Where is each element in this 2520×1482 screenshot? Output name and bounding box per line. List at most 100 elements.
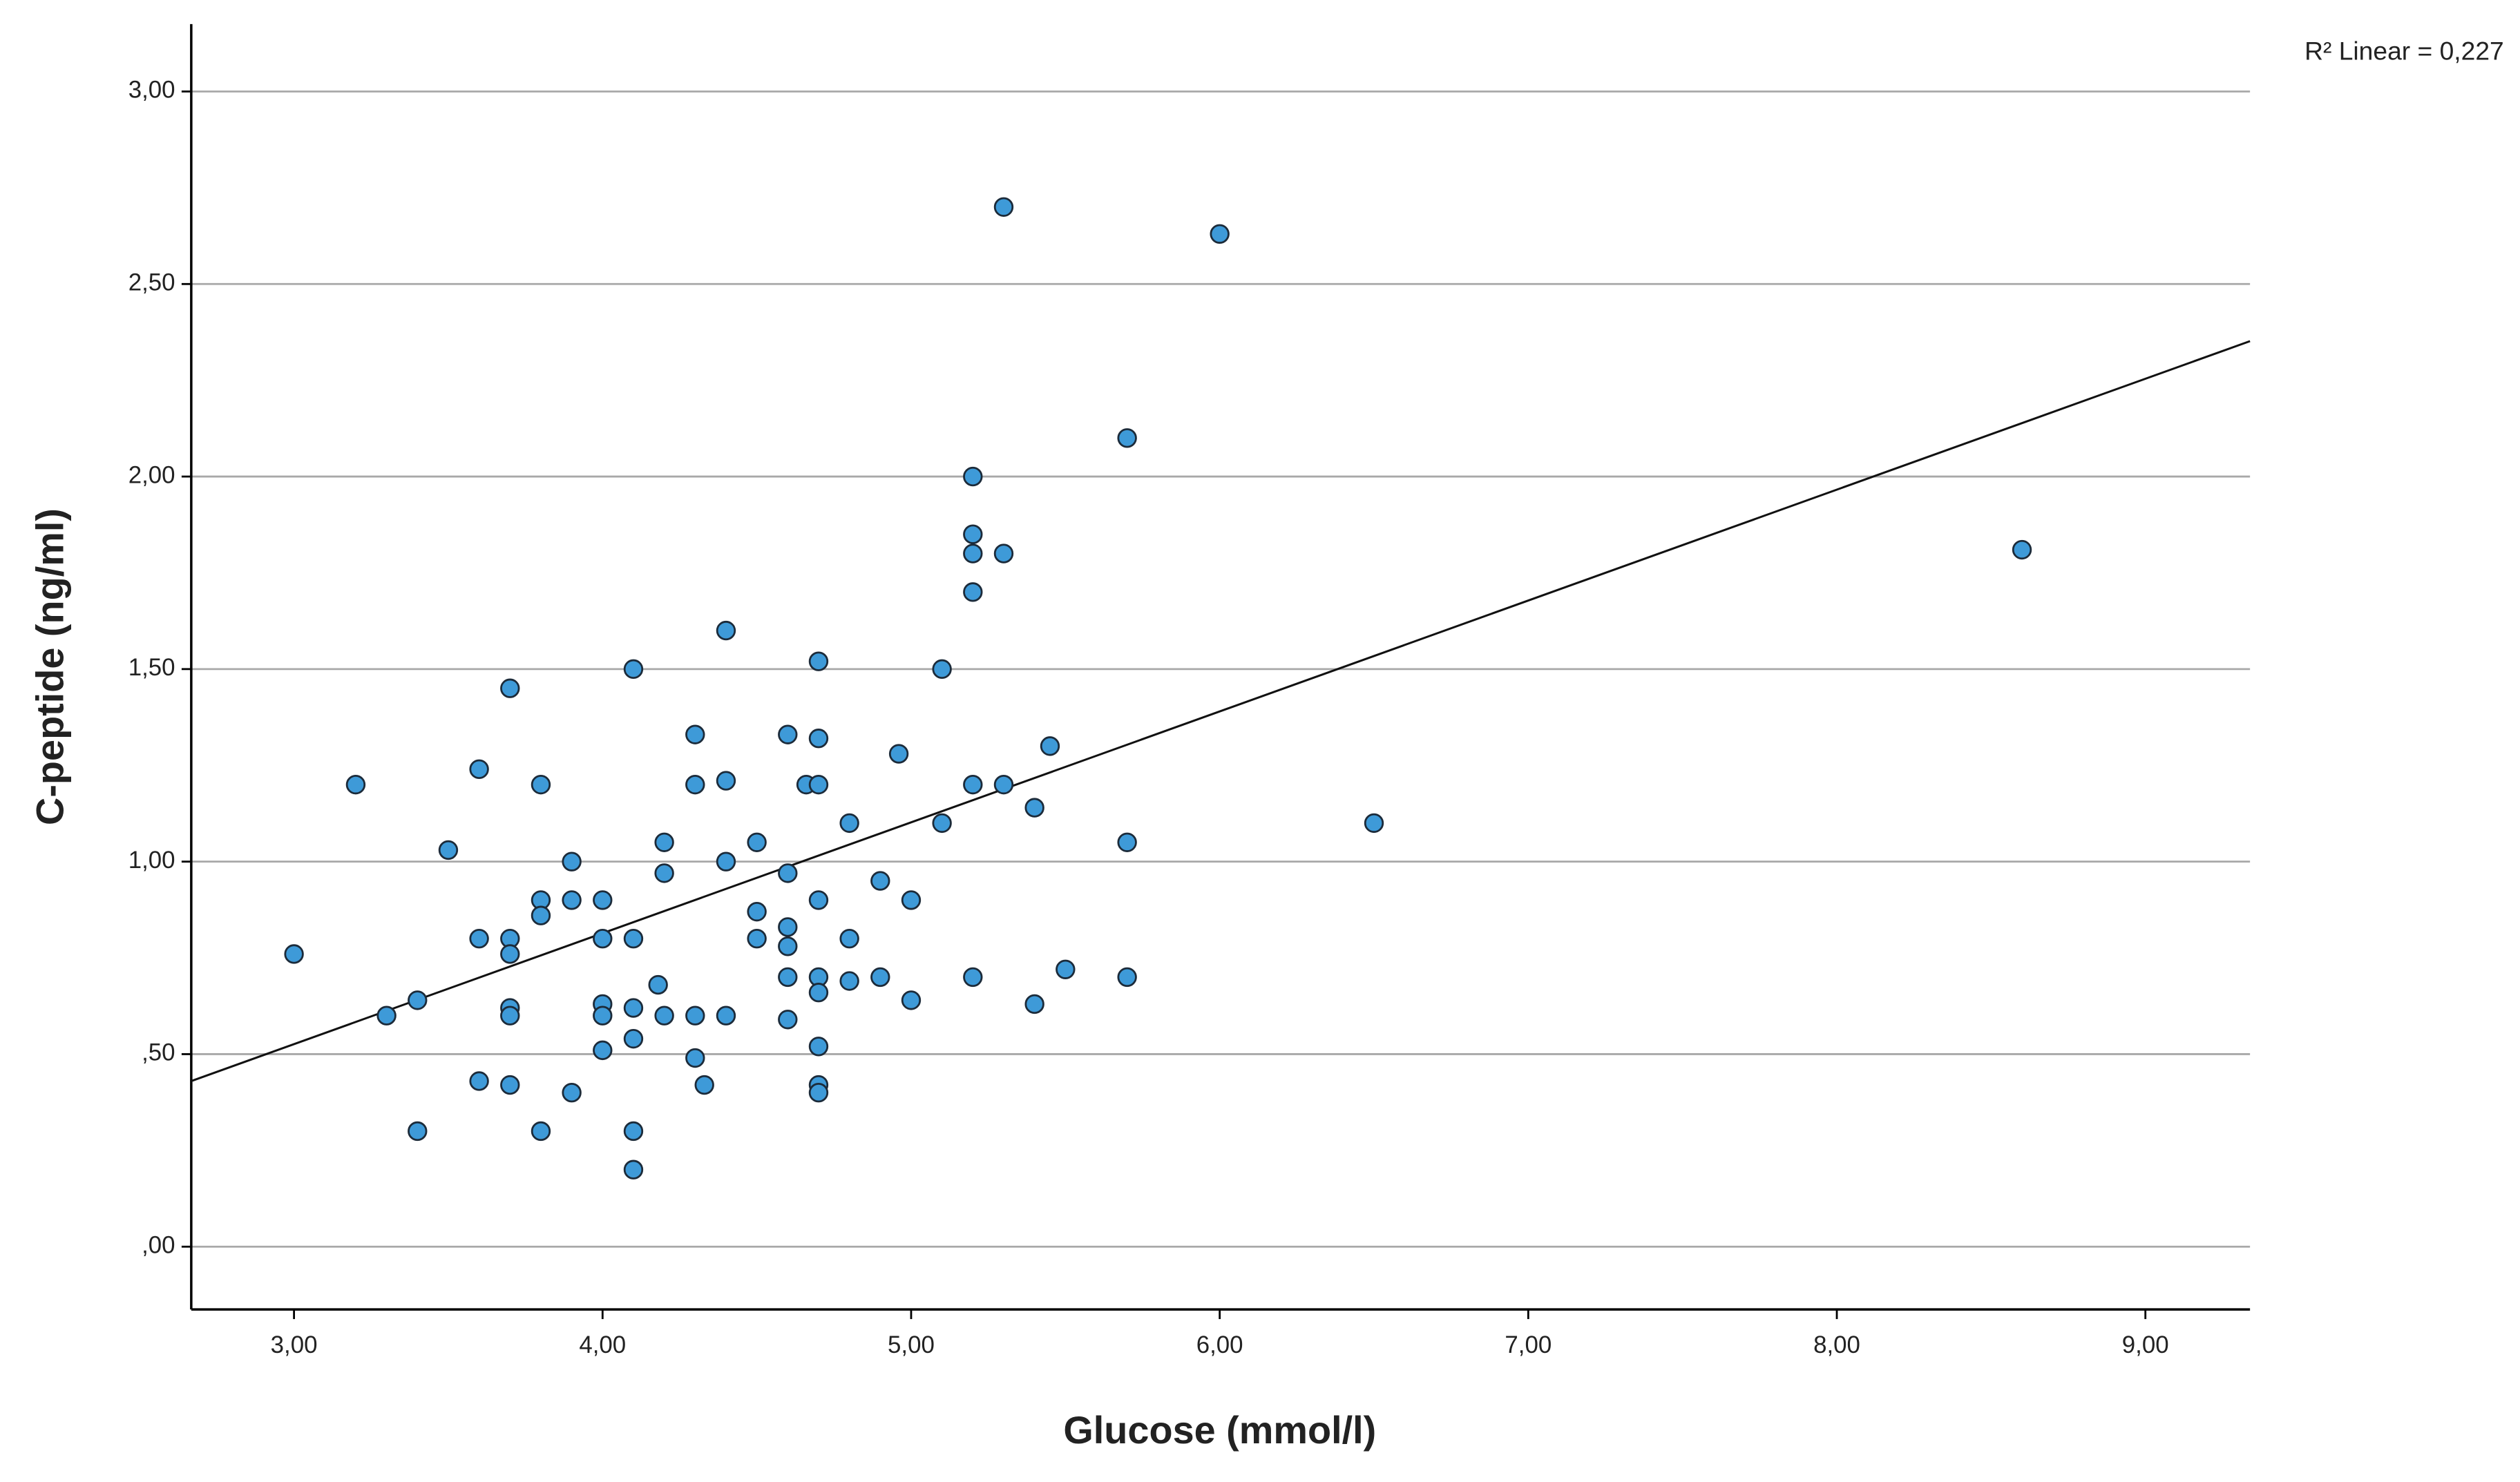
point — [531, 774, 551, 795]
point — [531, 1121, 551, 1142]
y-tick-label: ,00 — [142, 1231, 175, 1258]
y-tick-label: 2,00 — [128, 461, 175, 488]
x-tick-label: 7,00 — [1505, 1331, 1552, 1358]
point — [376, 1005, 397, 1026]
point — [438, 840, 459, 860]
y-axis-title: C-peptide (ng/ml) — [28, 508, 72, 825]
point — [593, 1005, 613, 1026]
point — [623, 1159, 644, 1180]
point — [1210, 224, 1230, 244]
y-tick-label: 3,00 — [128, 77, 175, 104]
point — [808, 1083, 829, 1103]
point — [993, 774, 1014, 795]
point — [1117, 967, 1137, 988]
point — [654, 1005, 674, 1026]
point — [808, 651, 829, 671]
point — [284, 944, 304, 964]
point — [500, 1005, 520, 1026]
x-tick-label: 6,00 — [1196, 1331, 1243, 1358]
point — [932, 659, 952, 680]
point — [778, 936, 798, 956]
point — [562, 851, 582, 872]
point — [901, 890, 922, 910]
point — [716, 1005, 736, 1026]
point — [747, 928, 767, 949]
point — [648, 974, 668, 995]
y-tick-label: 1,50 — [128, 654, 175, 681]
point — [716, 620, 736, 641]
point — [778, 967, 798, 988]
point — [963, 582, 983, 602]
point — [593, 1040, 613, 1061]
point — [654, 863, 674, 883]
point — [654, 832, 674, 852]
point — [1117, 428, 1137, 448]
point — [839, 813, 859, 834]
point — [593, 928, 613, 949]
x-tick-label: 3,00 — [271, 1331, 318, 1358]
point — [469, 1071, 489, 1091]
point — [747, 901, 767, 922]
y-tick-label: 1,00 — [128, 847, 175, 874]
point — [901, 990, 922, 1010]
point — [500, 1075, 520, 1095]
point — [531, 905, 551, 925]
point — [963, 524, 983, 544]
fit-line — [191, 340, 2251, 1082]
point — [870, 871, 890, 891]
x-tick-label: 5,00 — [888, 1331, 935, 1358]
y-tick-label: 2,50 — [128, 269, 175, 296]
point — [993, 197, 1014, 217]
point — [993, 543, 1014, 564]
point — [562, 1083, 582, 1103]
point — [778, 863, 798, 883]
point — [623, 998, 644, 1018]
point — [839, 971, 859, 991]
y-tick-label: ,50 — [142, 1039, 175, 1066]
point — [562, 890, 582, 910]
point — [963, 967, 983, 988]
point — [694, 1075, 714, 1095]
point — [932, 813, 952, 834]
point — [593, 890, 613, 910]
point — [1364, 813, 1384, 834]
point — [469, 759, 489, 780]
point — [1024, 798, 1044, 818]
point — [685, 1048, 705, 1068]
x-tick-label: 8,00 — [1813, 1331, 1860, 1358]
point — [500, 944, 520, 964]
point — [623, 1028, 644, 1049]
point — [2012, 539, 2032, 560]
point — [808, 983, 829, 1003]
point — [500, 678, 520, 698]
point — [685, 774, 705, 795]
point — [808, 1037, 829, 1057]
point — [778, 724, 798, 744]
x-tick-label: 9,00 — [2122, 1331, 2169, 1358]
point — [778, 1010, 798, 1030]
point — [685, 1005, 705, 1026]
x-axis-title: Glucose (mmol/l) — [1063, 1408, 1376, 1452]
point — [839, 928, 859, 949]
point — [623, 1121, 644, 1142]
point — [408, 990, 428, 1010]
point — [808, 890, 829, 910]
point — [778, 917, 798, 937]
point — [623, 659, 644, 680]
point — [408, 1121, 428, 1142]
point — [747, 832, 767, 852]
point — [623, 928, 644, 949]
point — [963, 774, 983, 795]
point — [888, 744, 909, 764]
point — [469, 928, 489, 949]
point — [716, 851, 736, 872]
point — [716, 771, 736, 791]
x-tick-label: 4,00 — [579, 1331, 626, 1358]
point — [963, 466, 983, 487]
point — [1056, 959, 1076, 979]
point — [870, 967, 890, 988]
point — [345, 774, 366, 795]
point — [963, 543, 983, 564]
point — [685, 724, 705, 744]
